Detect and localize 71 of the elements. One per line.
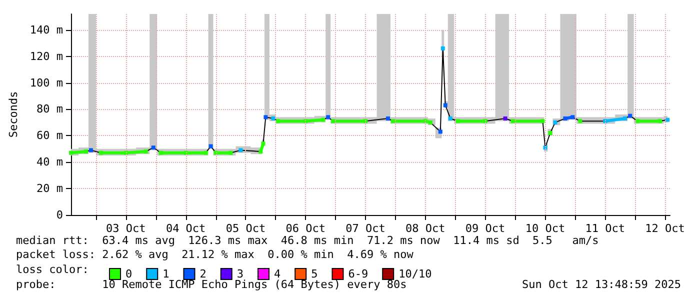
point <box>158 150 163 155</box>
point <box>326 115 330 120</box>
legend-label: 0 <box>126 268 132 280</box>
point <box>271 116 276 120</box>
point <box>331 119 336 124</box>
point <box>208 144 213 148</box>
legend-label: 3 <box>236 268 244 280</box>
text: median rtt: 63.4 ms avg 126.3 ms max 46.8 ms min 71.2 ms now 11.4 ms sd 5.5 am/s <box>16 234 599 247</box>
point <box>440 46 445 50</box>
x-tick-label: 06 Oct <box>286 222 326 235</box>
point <box>578 119 582 124</box>
point <box>540 119 545 124</box>
point <box>386 116 390 120</box>
point <box>628 114 632 118</box>
point <box>144 150 148 154</box>
legend-label: 4 <box>274 268 281 280</box>
point <box>276 119 280 124</box>
y-axis-title: Seconds <box>7 91 20 138</box>
point <box>390 119 395 124</box>
y-tick-label: 60 m <box>36 129 64 142</box>
legend-label: 10/10 <box>398 268 432 280</box>
point <box>553 120 558 124</box>
point <box>636 119 640 124</box>
point <box>204 150 208 155</box>
legend-label: 1 <box>162 268 170 280</box>
point <box>84 150 88 154</box>
point <box>238 148 243 152</box>
point <box>510 119 515 124</box>
y-tick-label: 40 m <box>36 156 64 169</box>
point <box>563 116 568 120</box>
x-tick-label: 09 Oct <box>465 222 506 235</box>
point <box>666 118 670 122</box>
point <box>98 150 103 155</box>
x-tick-label: 05 Oct <box>226 222 266 235</box>
y-tick-label: 140 m <box>30 23 64 36</box>
point <box>443 103 448 108</box>
text: probe: 10 Remote ICMP Echo Pings (64 Bytes) every 80s <box>16 278 407 291</box>
x-tick-label: 03 Oct <box>106 222 146 235</box>
point <box>69 150 74 155</box>
x-tick-label: 04 Oct <box>166 222 206 235</box>
point <box>261 142 266 146</box>
point <box>623 116 628 120</box>
text: Sun Oct 12 13:48:59 2025 <box>522 278 682 291</box>
x-tick-label: 11 Oct <box>585 222 625 235</box>
legend-label: 2 <box>200 268 206 280</box>
point <box>228 150 233 155</box>
legend-title: loss color: <box>16 263 89 276</box>
point <box>264 115 268 120</box>
x-tick-label: 08 Oct <box>406 222 446 235</box>
point <box>151 146 156 150</box>
legend-label: 6-9 <box>348 268 368 280</box>
y-tick-label: 20 m <box>36 182 64 196</box>
point <box>658 119 662 124</box>
point <box>428 120 432 124</box>
text: packet loss: 2.62 % avg 21.12 % max 0.00 % min 4.69 % now <box>16 248 414 261</box>
y-tick-label: 0 <box>56 208 64 222</box>
point <box>258 150 263 154</box>
point <box>448 116 452 120</box>
point <box>88 148 93 152</box>
point <box>438 130 442 134</box>
point <box>321 118 326 122</box>
point <box>548 131 552 136</box>
legend-label: 5 <box>311 268 318 280</box>
point <box>570 115 575 120</box>
point <box>456 119 460 124</box>
y-tick-label: 100 m <box>30 76 64 90</box>
y-tick-label: 120 m <box>30 50 64 63</box>
y-tick-label: 80 m <box>36 102 64 116</box>
x-tick-label: 10 Oct <box>525 222 566 235</box>
x-tick-label: 12 Oct <box>645 222 685 235</box>
x-tick-label: 07 Oct <box>346 222 386 235</box>
